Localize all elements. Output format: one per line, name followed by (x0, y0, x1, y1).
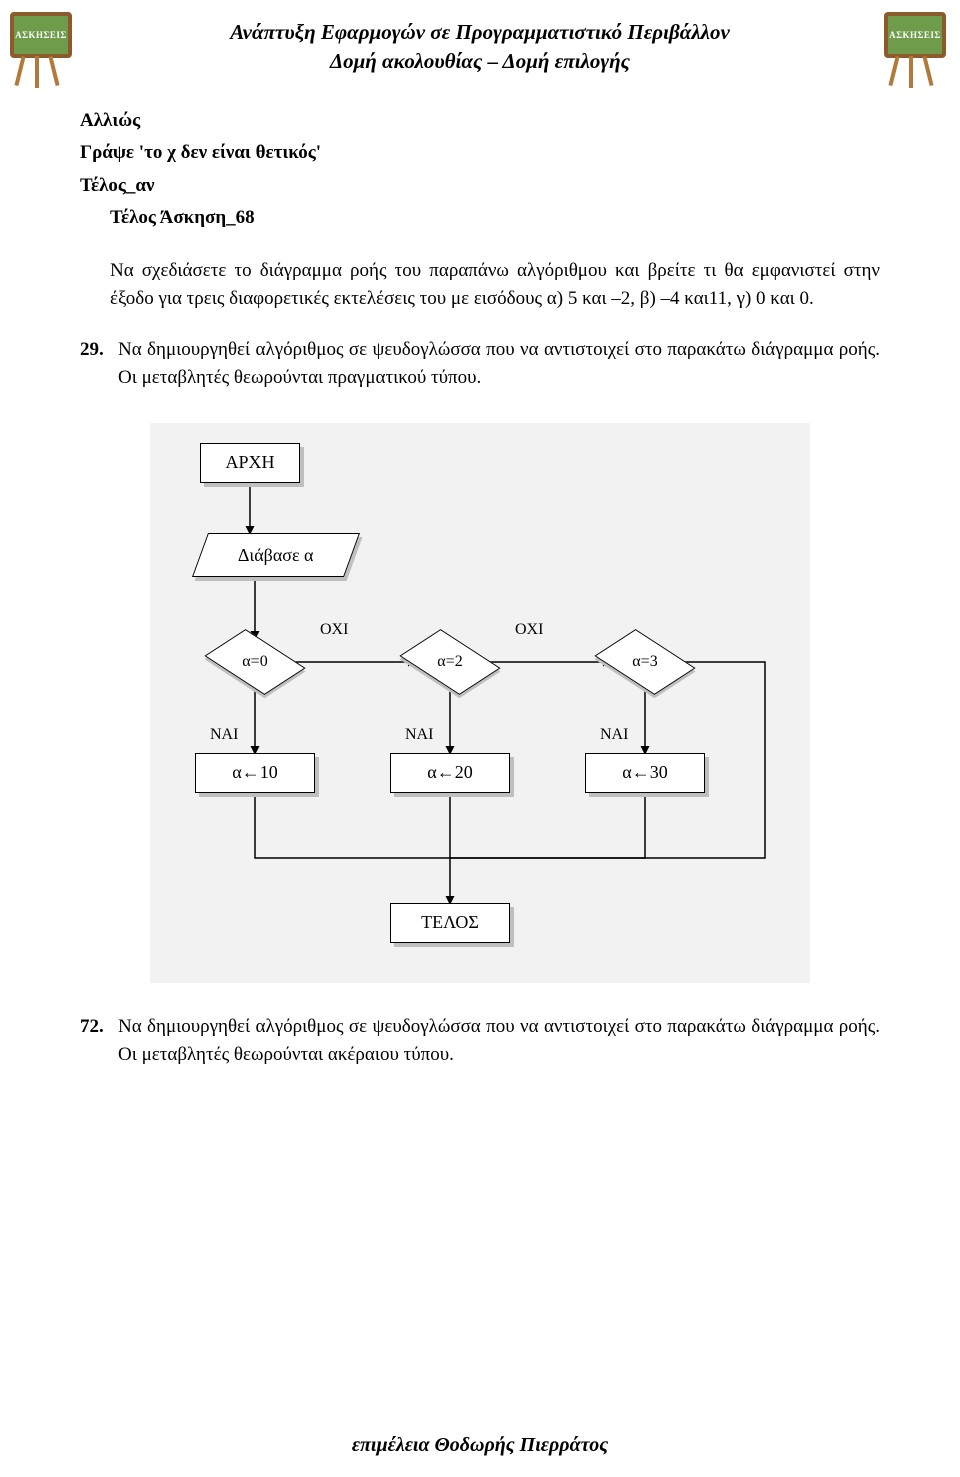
page-footer: επιμέλεια Θοδωρής Πιερράτος (0, 1434, 960, 1457)
flowchart-container: APXH Διάβασε α α=0 α=2 α=3 α←10 α←20 α←30 ΤΕΛΟΣ O… (150, 423, 810, 983)
code-line-1: Αλλιώς (80, 110, 140, 131)
fc-node-start: APXH (200, 443, 300, 483)
page-header: Ανάπτυξη Εφαρμογών σε Προγραμματιστικό Π… (80, 18, 880, 77)
page: ΑΣΚΗΣΕΙΣ ΑΣΚΗΣΕΙΣ Ανάπτυξη Εφαρμογών σε … (0, 0, 960, 1477)
fc-label-nai1: NAI (210, 723, 238, 747)
fc-label-nai3: NAI (600, 723, 628, 747)
fc-node-read: Διάβασε α (200, 533, 352, 577)
code-line-2: Γράψε 'το χ δεν είναι θετικός' (80, 142, 321, 163)
prose-1: Να σχεδιάσετε το διάγραμμα ροής του παρα… (110, 257, 880, 314)
chalkboard-label-right: ΑΣΚΗΣΕΙΣ (884, 12, 946, 58)
fc-node-a30: α←30 (585, 753, 705, 793)
header-line-1: Ανάπτυξη Εφαρμογών σε Προγραμματιστικό Π… (80, 18, 880, 47)
body: Αλλιώς Γράψε 'το χ δεν είναι θετικός' Τέ… (80, 107, 880, 1070)
list-item-29: 29. Να δημιουργηθεί αλγόριθμος σε ψευδογ… (80, 336, 880, 393)
flowchart: APXH Διάβασε α α=0 α=2 α=3 α←10 α←20 α←30 ΤΕΛΟΣ O… (150, 423, 810, 983)
code-line-3: Τέλος_αν (80, 175, 155, 196)
fc-label-oxi1: OXI (320, 618, 348, 642)
chalkboard-label-left: ΑΣΚΗΣΕΙΣ (10, 12, 72, 58)
fc-node-a10: α←10 (195, 753, 315, 793)
easel-icon-right: ΑΣΚΗΣΕΙΣ (884, 12, 950, 86)
fc-node-d2: α=2 (415, 638, 485, 686)
list-text-72: Να δημιουργηθεί αλγόριθμος σε ψευδογλώσσ… (118, 1013, 880, 1070)
header-line-2: Δομή ακολουθίας – Δομή επιλογής (80, 47, 880, 76)
fc-label-nai2: NAI (405, 723, 433, 747)
fc-edge-8 (255, 793, 450, 858)
fc-edge-10 (450, 793, 645, 858)
code-line-4: Τέλος Άσκηση_68 (110, 207, 255, 228)
fc-node-d0: α=0 (220, 638, 290, 686)
flowchart-edges (150, 423, 810, 983)
list-num-29: 29. (80, 336, 110, 393)
fc-node-d3: α=3 (610, 638, 680, 686)
list-text-29: Να δημιουργηθεί αλγόριθμος σε ψευδογλώσσ… (118, 336, 880, 393)
fc-label-oxi2: OXI (515, 618, 543, 642)
fc-node-end: ΤΕΛΟΣ (390, 903, 510, 943)
list-num-72: 72. (80, 1013, 110, 1070)
list-item-72: 72. Να δημιουργηθεί αλγόριθμος σε ψευδογ… (80, 1013, 880, 1070)
easel-icon-left: ΑΣΚΗΣΕΙΣ (10, 12, 76, 86)
fc-node-a20: α←20 (390, 753, 510, 793)
